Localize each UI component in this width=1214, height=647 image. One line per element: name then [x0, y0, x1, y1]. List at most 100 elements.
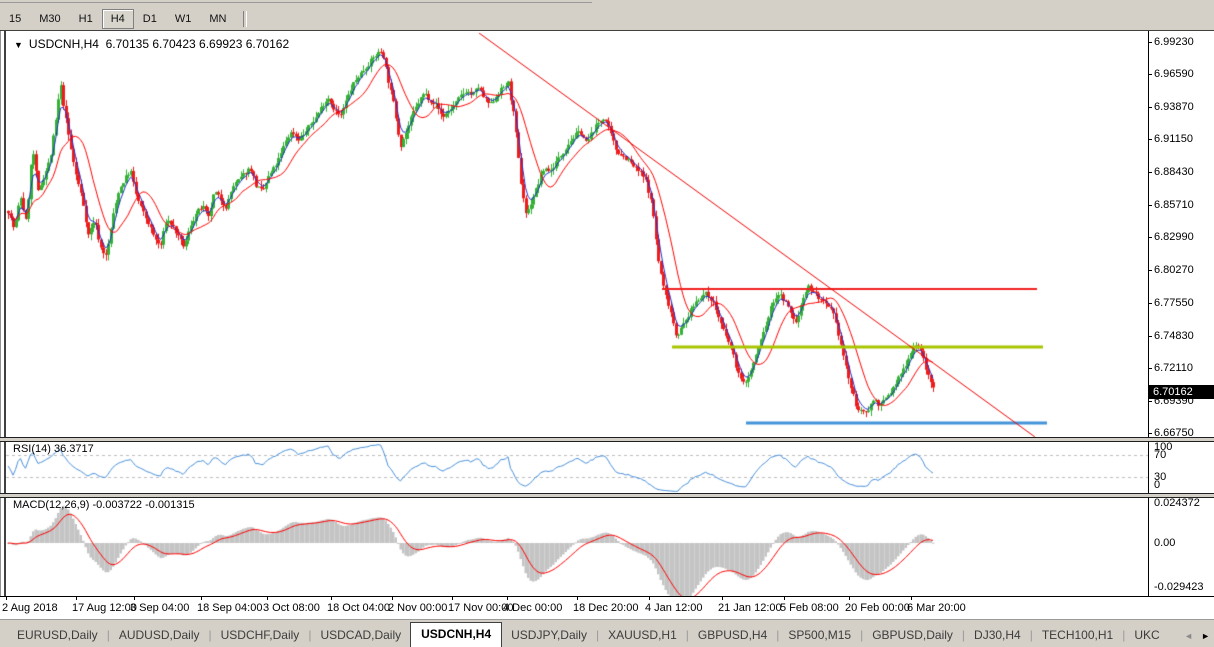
indicator-axis-label: 0: [1154, 479, 1161, 491]
chart-title-quotes: 6.70135 6.70423 6.69923 6.70162: [105, 37, 290, 51]
time-axis-tick: [267, 597, 268, 600]
tab-scroll-left-icon[interactable]: ◄: [1184, 631, 1194, 641]
price-axis-tick: [1148, 368, 1152, 370]
price-axis-tick: [1148, 335, 1152, 337]
price-axis-tick: [1148, 42, 1152, 43]
upper-toolbar-remnant: [0, 0, 1214, 8]
chart-window-top-border: [0, 30, 1214, 31]
pane-separator-rsi[interactable]: [0, 437, 1214, 442]
price-axis-label: 6.74830: [1154, 329, 1194, 342]
timeframe-button-h1[interactable]: H1: [78, 13, 93, 25]
chart-tab-usdcnh-h4[interactable]: USDCNH,H4: [410, 622, 503, 647]
price-axis-label: 6.99230: [1154, 36, 1194, 48]
time-axis[interactable]: 2 Aug 2018 17 Aug 12:00 3 Sep 04:00 18 Sep …: [0, 597, 1214, 619]
price-axis-tick: [1148, 237, 1152, 239]
time-axis-label: 2 Aug 2018: [2, 602, 58, 614]
tab-separator: |: [776, 628, 780, 642]
time-axis-tick: [722, 597, 723, 600]
price-axis-tick: [1148, 302, 1152, 304]
price-axis-label: 6.82990: [1154, 231, 1194, 244]
price-axis-label: 6.91150: [1154, 133, 1193, 146]
chart-tab-usdchf-daily[interactable]: USDCHF,Daily: [220, 628, 300, 642]
timeframe-toolbar: 15 M30 H1 H4 D1 W1 MN: [0, 8, 1214, 30]
time-axis-tick: [6, 597, 7, 600]
chart-title-symbol: USDCNH,H4: [28, 37, 99, 51]
chart-tab-tech100-h1[interactable]: TECH100,H1: [1041, 628, 1114, 642]
time-axis-tick: [649, 597, 650, 600]
price-axis-label: 6.88430: [1154, 166, 1194, 178]
time-axis-label: 4 Jan 12:00: [645, 602, 703, 614]
current-price-badge: 6.70162: [1149, 385, 1214, 399]
price-axis-tick: [1148, 270, 1152, 272]
chart-tab-usdcad-daily[interactable]: USDCAD,Daily: [320, 628, 402, 642]
timeframe-button-w1[interactable]: W1: [174, 13, 192, 25]
chart-tab-gbpusd-daily[interactable]: GBPUSD,Daily: [872, 628, 953, 642]
indicator-axis-label: -0.029423: [1154, 581, 1204, 593]
time-axis-label: 17 Nov 00:00: [448, 602, 514, 614]
tabbar-top-divider: [0, 619, 1214, 620]
indicator-axis-label: 0.024372: [1154, 497, 1200, 509]
price-axis-label: 6.80270: [1154, 264, 1194, 277]
rsi-indicator-label: RSI(14) 36.3717: [13, 443, 94, 455]
indicator-axis-label: 70: [1154, 449, 1167, 461]
time-axis-label: 3 Sep 04:00: [130, 602, 190, 614]
time-axis-tick: [392, 597, 393, 600]
tab-separator: |: [685, 628, 689, 642]
time-axis-label: 3 Oct 08:00: [263, 602, 320, 614]
tab-separator: |: [1122, 628, 1126, 642]
chart-tabs: EURUSD,Daily | AUDUSD,Daily | USDCHF,Daily | U…: [8, 622, 1169, 647]
time-axis-label: 18 Oct 04:00: [327, 602, 390, 614]
time-axis-tick: [849, 597, 850, 600]
indicator-axis-label: 30: [1154, 471, 1167, 483]
time-axis-tick: [911, 597, 912, 600]
price-axis-label: 6.85710: [1154, 198, 1194, 211]
indicator-axis-label: 100: [1154, 441, 1173, 453]
tab-scroll-buttons: ◄ ►: [1184, 631, 1210, 641]
time-axis-label: 5 Feb 08:00: [780, 602, 839, 614]
time-axis-tick: [784, 597, 785, 600]
tab-scroll-right-icon[interactable]: ►: [1201, 631, 1210, 641]
price-axis-label: 6.93870: [1154, 100, 1194, 113]
tab-separator: |: [106, 628, 110, 642]
chart-tab-ukc[interactable]: UKC: [1134, 628, 1160, 642]
time-axis-label: 4 Dec 00:00: [503, 602, 563, 614]
price-axis-tick: [1148, 401, 1152, 403]
pane-separator-macd[interactable]: [0, 493, 1214, 498]
chart-tab-eurusd-daily[interactable]: EURUSD,Daily: [17, 628, 98, 642]
chart-tab-xauusd-h1[interactable]: XAUUSD,H1: [608, 628, 677, 642]
tab-separator: |: [308, 628, 312, 642]
chart-canvas[interactable]: [6, 31, 1148, 596]
price-axis-tick: [1148, 204, 1152, 206]
price-axis-label: 6.66750: [1154, 426, 1194, 439]
time-axis-tick: [201, 597, 202, 600]
timeframe-button-d1[interactable]: D1: [142, 13, 157, 25]
price-axis-tick: [1148, 139, 1152, 141]
window-left-border-inner: [4, 31, 6, 596]
tab-separator: |: [595, 628, 600, 642]
price-axis-separator: [1148, 31, 1149, 596]
toolbar-edge-line: [0, 2, 592, 3]
price-axis-tick: [1148, 73, 1152, 75]
time-axis-label: 17 Aug 12:00: [72, 602, 137, 614]
time-axis-tick: [507, 597, 508, 600]
chart-tab-gbpusd-h4[interactable]: GBPUSD,H4: [697, 628, 768, 642]
timeframe-button-h4[interactable]: H4: [101, 9, 134, 29]
timeframe-button-mn[interactable]: MN: [209, 13, 227, 25]
indicator-axis-label: 0.00: [1154, 537, 1176, 549]
chart-tab-dj30-h4[interactable]: DJ30,H4: [974, 628, 1021, 642]
time-axis-tick: [577, 597, 578, 600]
timeframe-button-15[interactable]: 15: [9, 13, 22, 25]
chart-tab-usdjpy-daily[interactable]: USDJPY,Daily: [511, 628, 587, 642]
chart-tab-audusd-daily[interactable]: AUDUSD,Daily: [118, 628, 200, 642]
macd-indicator-label: MACD(12,26,9) -0.003722 -0.001315: [13, 499, 195, 511]
time-axis-label: 2 Nov 00:00: [388, 602, 448, 614]
chart-tab-bar: EURUSD,Daily | AUDUSD,Daily | USDCHF,Daily | U…: [0, 620, 1214, 647]
time-axis-label: 18 Dec 20:00: [573, 602, 639, 614]
chart-tab-sp500-m15[interactable]: SP500,M15: [788, 628, 852, 642]
timeframe-button-m30[interactable]: M30: [39, 13, 61, 25]
time-axis-tick: [134, 597, 135, 600]
macd-pane-bottom-border: [0, 596, 1214, 597]
toolbar-separator: [243, 11, 248, 27]
time-axis-tick: [452, 597, 453, 600]
collapse-triangle-icon[interactable]: ▼: [14, 40, 23, 50]
